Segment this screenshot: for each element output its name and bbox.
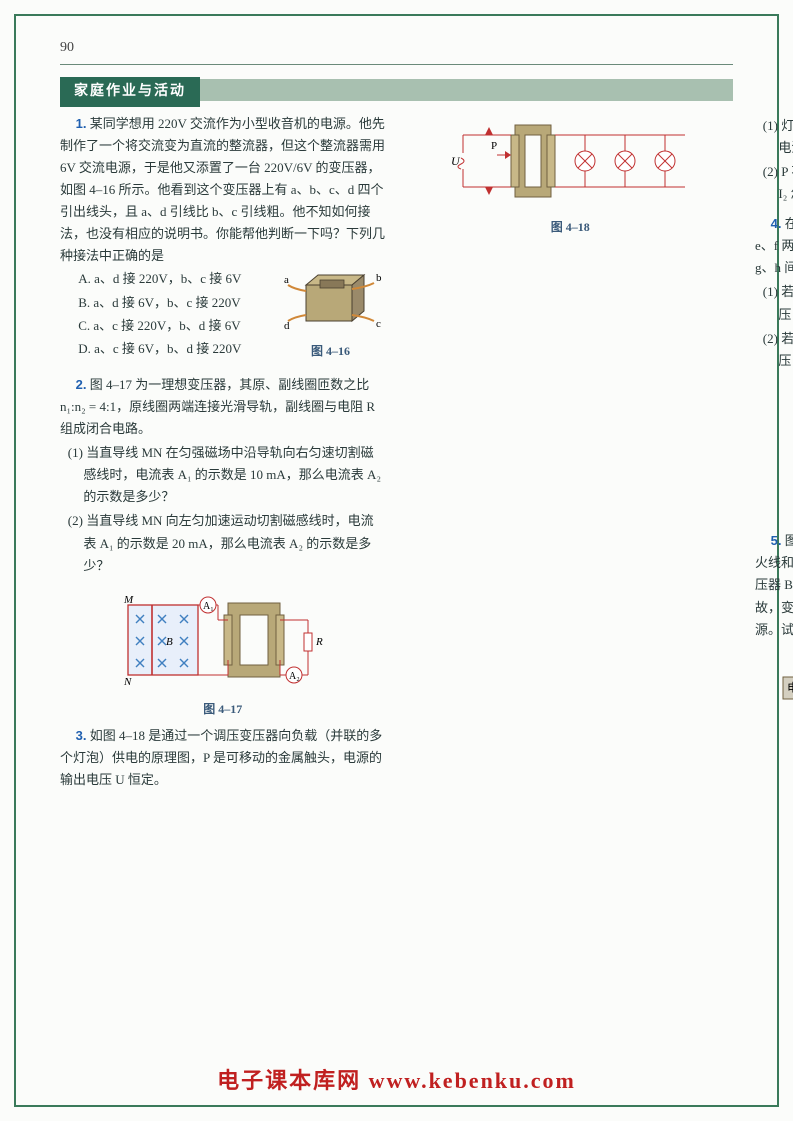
two-transformers-icon: a b c d a g e f g h xyxy=(788,380,793,500)
problem-2-sub1: (1) 当直导线 MN 在匀强磁场中沿导轨向右匀速切割磁感线时，电流表 A₁ 的… xyxy=(60,442,386,508)
problem-3-subs: (1) 灯泡数目不变，当 P 向下移动时，流过原、副线圈的电流 I₁ 和 I₂ … xyxy=(755,115,793,205)
watermark: 电子课本库网 www.kebenku.com xyxy=(0,1062,793,1099)
svg-text:R: R xyxy=(315,636,323,648)
problem-3-sub2: (2) P 不动，灯泡数目增多，流过原、副线圈的电流 I₁ 和 I₂ 怎样变化？ xyxy=(755,161,793,205)
svg-text:P: P xyxy=(491,140,497,152)
watermark-text2: www.kebenku.com xyxy=(369,1068,576,1093)
content-columns: 1. 某同学想用 220V 交流作为小型收音机的电源。他先制作了一个将交流变为直… xyxy=(60,113,733,913)
figure-4-17: M N B A₁ R xyxy=(60,585,386,719)
svg-text:B: B xyxy=(166,636,173,648)
problem-5: 5. 图 4–20 是一种触电保安器的原理图。在变压器 A 处火线和零线双线并列… xyxy=(755,530,793,640)
svg-text:M: M xyxy=(123,594,134,606)
page-border: 90 家庭作业与活动 1. 某同学想用 220V 交流作为小型收音机的电源。他先… xyxy=(14,14,779,1107)
figure-4-18-caption: 图 4–18 xyxy=(408,217,734,237)
autotransformer-icon: U P xyxy=(445,113,695,213)
problem-1: 1. 某同学想用 220V 交流作为小型收音机的电源。他先制作了一个将交流变为直… xyxy=(60,113,386,366)
problem-4: 4. 在图 4–19 a、b 所示的两个电路中，当 a、b 两端与 e、f 两端… xyxy=(755,213,793,372)
transformer-icon: a b c d xyxy=(276,267,386,337)
svg-text:b: b xyxy=(376,272,382,284)
safety-device-icon: 电源 J 零线 火线 xyxy=(773,649,793,799)
svg-text:c: c xyxy=(376,318,381,330)
problem-4-sub2: (2) 若分别在 c、d 两端与 g、h 两端加 110 V 的直流电压，则 a… xyxy=(755,328,793,372)
figure-4-19: a b c d a g e f g h xyxy=(755,380,793,524)
problem-1-number: 1. xyxy=(76,116,87,131)
watermark-text1: 电子课本库网 xyxy=(217,1068,361,1093)
svg-text:d: d xyxy=(284,320,290,332)
figure-4-17-caption: 图 4–17 xyxy=(60,699,386,719)
problem-4-number: 4. xyxy=(771,216,782,231)
page-number: 90 xyxy=(60,36,733,65)
transformer-circuit-icon: M N B A₁ R xyxy=(108,585,338,695)
svg-text:U: U xyxy=(451,154,461,168)
svg-text:a: a xyxy=(284,274,289,286)
problem-3-text: 如图 4–18 是通过一个调压变压器向负载（并联的多个灯泡）供电的原理图，P 是… xyxy=(60,728,382,787)
problem-4-sub1: (1) 若分别在 c、d 两端与 g、h 两端加 110 V 的交流电压，则 a… xyxy=(755,281,793,325)
figure-4-19-caption: 图 4–19 xyxy=(755,504,793,524)
problem-2-number: 2. xyxy=(76,377,87,392)
figure-4-20-caption: 图 4–20 xyxy=(755,803,793,823)
svg-text:A₁: A₁ xyxy=(203,601,214,612)
problem-2: 2. 图 4–17 为一理想变压器，其原、副线圈匝数之比 n₁:n₂ = 4:1… xyxy=(60,374,386,577)
figure-4-16-caption: 图 4–16 xyxy=(276,341,386,361)
section-header-bar: 家庭作业与活动 xyxy=(60,79,733,101)
figure-4-20: 电源 J 零线 火线 xyxy=(755,649,793,823)
problem-3-sub1: (1) 灯泡数目不变，当 P 向下移动时，流过原、副线圈的电流 I₁ 和 I₂ … xyxy=(755,115,793,159)
problem-2-sub2: (2) 当直导线 MN 向左匀加速运动切割磁感线时，电流表 A₁ 的示数是 20… xyxy=(60,510,386,576)
figure-4-16: a b c d 图 4–16 xyxy=(276,267,386,361)
svg-text:电源: 电源 xyxy=(787,681,793,695)
figure-4-18: U P 图 4–18 xyxy=(408,113,734,237)
problem-3: 3. 如图 4–18 是通过一个调压变压器向负载（并联的多个灯泡）供电的原理图，… xyxy=(60,725,386,791)
problem-3-number: 3. xyxy=(76,728,87,743)
problem-2-text: 图 4–17 为一理想变压器，其原、副线圈匝数之比 n₁:n₂ = 4:1，原线… xyxy=(60,377,375,436)
svg-text:A₂: A₂ xyxy=(289,671,300,682)
section-header-tab: 家庭作业与活动 xyxy=(60,77,200,107)
problem-1-text: 某同学想用 220V 交流作为小型收音机的电源。他先制作了一个将交流变为直流的整… xyxy=(60,116,385,264)
problem-5-number: 5. xyxy=(771,533,782,548)
problem-5-text: 图 4–20 是一种触电保安器的原理图。在变压器 A 处火线和零线双线并列绕制成… xyxy=(755,533,793,636)
svg-text:N: N xyxy=(123,676,132,688)
